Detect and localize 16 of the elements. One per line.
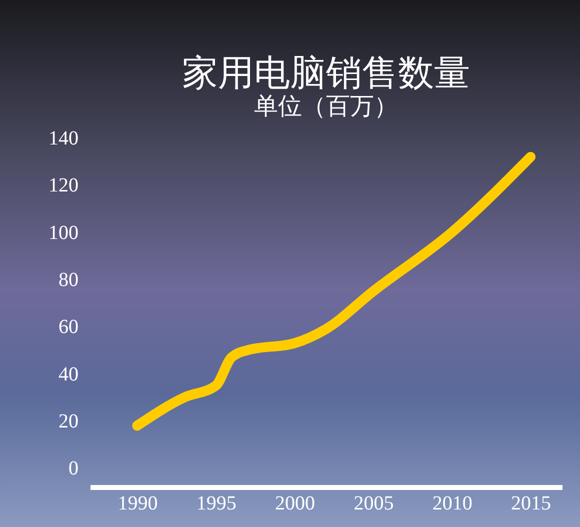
y-tick-label: 40 — [58, 363, 78, 386]
x-tick-label: 2010 — [432, 492, 472, 514]
y-tick-label: 140 — [48, 128, 78, 150]
x-tick-label: 2015 — [511, 492, 552, 514]
y-tick-label: 120 — [48, 174, 78, 197]
chart-subtitle: 单位（百万） — [254, 94, 398, 120]
y-tick-label: 60 — [58, 316, 78, 338]
y-tick-label: 100 — [48, 222, 78, 244]
x-tick-label: 1995 — [196, 492, 236, 514]
y-tick-label: 80 — [58, 268, 78, 291]
y-tick-label: 0 — [68, 458, 78, 480]
y-tick-label: 20 — [58, 410, 78, 432]
x-tick-label: 2000 — [275, 492, 316, 514]
x-tick-label: 2005 — [354, 492, 394, 514]
x-tick-label: 1990 — [118, 492, 158, 514]
chart-title: 家用电脑销售数量 — [182, 53, 470, 93]
